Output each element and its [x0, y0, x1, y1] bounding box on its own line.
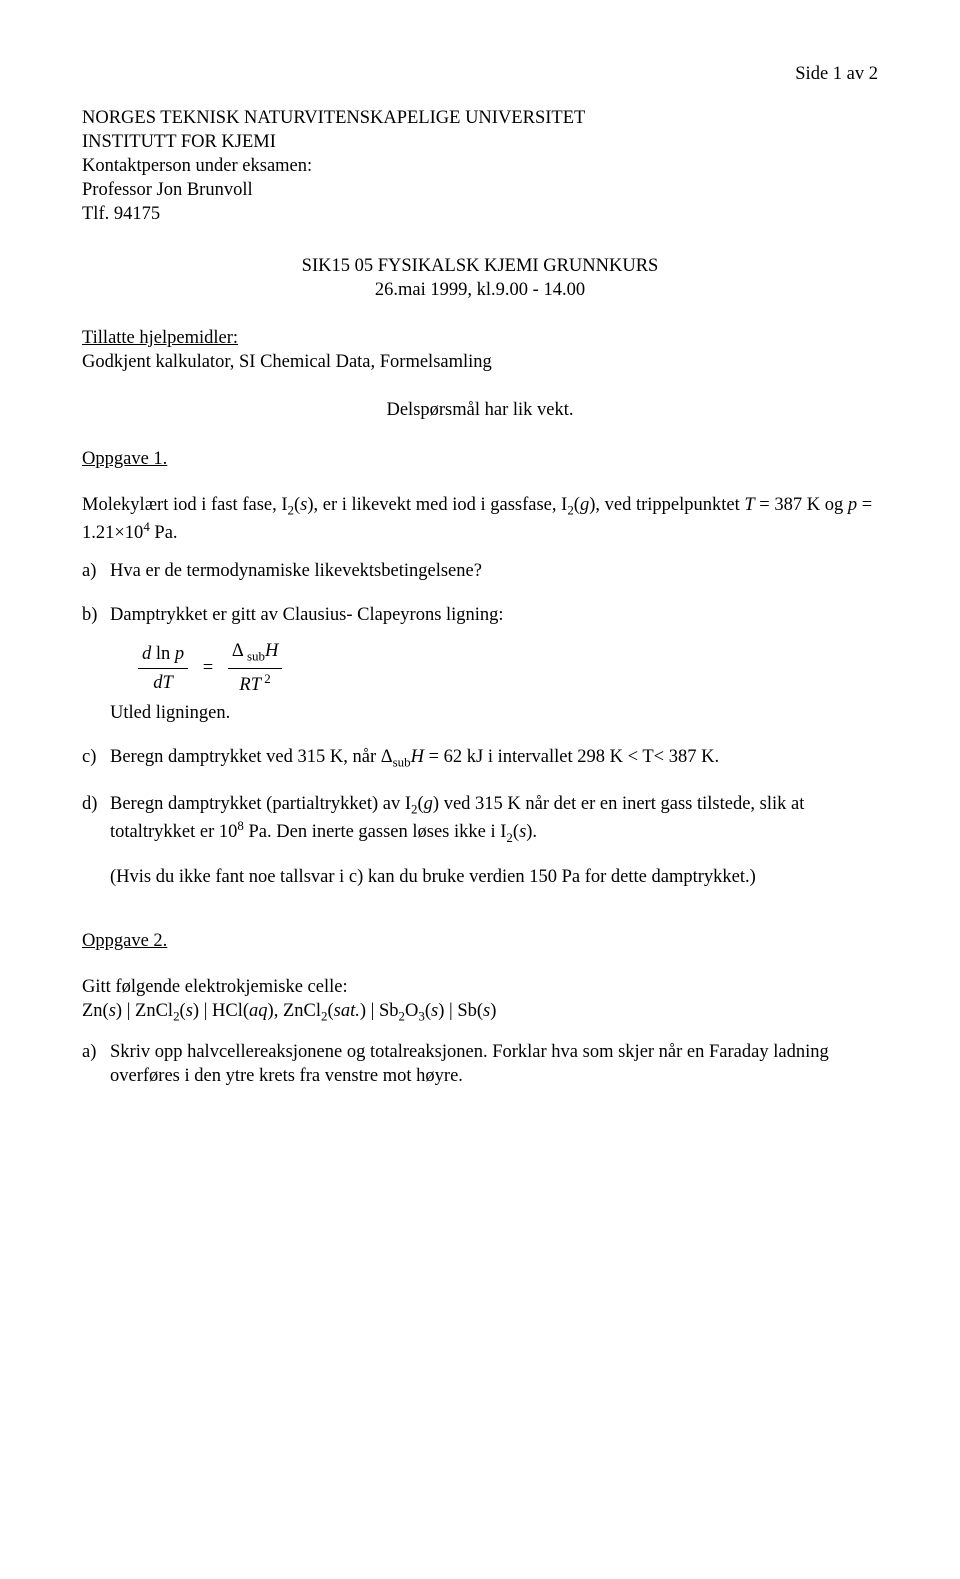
- eq-lhs-den: dT: [138, 669, 188, 695]
- item-body-a: Hva er de termodynamiske likevektsbeting…: [110, 559, 878, 583]
- eq-lhs-num: d ln p: [138, 642, 188, 669]
- phone-line: Tlf. 94175: [82, 202, 878, 226]
- oppgave1-item-a: a) Hva er de termodynamiske likevektsbet…: [82, 559, 878, 583]
- clausius-clapeyron-eq: d ln p dT = Δ subH RT 2: [134, 639, 878, 697]
- aids-block: Tillatte hjelpemidler: Godkjent kalkulat…: [82, 326, 878, 374]
- oppgave1-item-d: d) Beregn damptrykket (partialtrykket) a…: [82, 792, 878, 889]
- oppgave1-item-c: c) Beregn damptrykket ved 315 K, når Δsu…: [82, 745, 878, 772]
- item-body-2a: Skriv opp halvcellereaksjonene og totalr…: [110, 1040, 878, 1088]
- institute-line: INSTITUTT FOR KJEMI: [82, 130, 878, 154]
- oppgave1-heading: Oppgave 1.: [82, 447, 878, 471]
- item-label-a: a): [82, 559, 110, 583]
- item-label-2a: a): [82, 1040, 110, 1088]
- eq-lhs-frac: d ln p dT: [138, 642, 188, 695]
- weight-note: Delspørsmål har lik vekt.: [82, 398, 878, 422]
- item-body-d: Beregn damptrykket (partialtrykket) av I…: [110, 792, 878, 889]
- item-body-b: Damptrykket er gitt av Clausius- Clapeyr…: [110, 603, 878, 725]
- oppgave2-heading: Oppgave 2.: [82, 929, 878, 953]
- item-label-c: c): [82, 745, 110, 772]
- course-date: 26.mai 1999, kl.9.00 - 14.00: [82, 278, 878, 302]
- university-line: NORGES TEKNISK NATURVITENSKAPELIGE UNIVE…: [82, 106, 878, 130]
- oppgave1-b-text: Damptrykket er gitt av Clausius- Clapeyr…: [110, 603, 878, 627]
- oppgave1-b-utled: Utled ligningen.: [110, 701, 878, 725]
- oppgave1-item-b: b) Damptrykket er gitt av Clausius- Clap…: [82, 603, 878, 725]
- course-title-block: SIK15 05 FYSIKALSK KJEMI GRUNNKURS 26.ma…: [82, 254, 878, 302]
- eq-rhs-num: Δ subH: [228, 639, 283, 669]
- eq-rhs-frac: Δ subH RT 2: [228, 639, 283, 697]
- eq-rhs-den: RT 2: [228, 669, 283, 697]
- oppgave1-d-text: Beregn damptrykket (partialtrykket) av I…: [110, 792, 878, 847]
- oppgave-1: Oppgave 1. Molekylært iod i fast fase, I…: [82, 447, 878, 889]
- item-label-b: b): [82, 603, 110, 725]
- oppgave-2: Oppgave 2. Gitt følgende elektrokjemiske…: [82, 929, 878, 1088]
- professor-line: Professor Jon Brunvoll: [82, 178, 878, 202]
- oppgave1-d-note: (Hvis du ikke fant noe tallsvar i c) kan…: [110, 865, 878, 889]
- aids-label: Tillatte hjelpemidler:: [82, 326, 878, 350]
- contact-label: Kontaktperson under eksamen:: [82, 154, 878, 178]
- item-label-d: d): [82, 792, 110, 889]
- page-number: Side 1 av 2: [82, 62, 878, 86]
- aids-text: Godkjent kalkulator, SI Chemical Data, F…: [82, 350, 878, 374]
- oppgave2-cell: Zn(s) | ZnCl2(s) | HCl(aq), ZnCl2(sat.) …: [82, 999, 878, 1026]
- oppgave1-intro: Molekylært iod i fast fase, I2(s), er i …: [82, 493, 878, 546]
- course-title: SIK15 05 FYSIKALSK KJEMI GRUNNKURS: [82, 254, 878, 278]
- page-root: Side 1 av 2 NORGES TEKNISK NATURVITENSKA…: [0, 0, 960, 1579]
- item-body-c: Beregn damptrykket ved 315 K, når ΔsubH …: [110, 745, 878, 772]
- oppgave2-item-a: a) Skriv opp halvcellereaksjonene og tot…: [82, 1040, 878, 1088]
- document-header: NORGES TEKNISK NATURVITENSKAPELIGE UNIVE…: [82, 106, 878, 226]
- oppgave2-intro: Gitt følgende elektrokjemiske celle:: [82, 975, 878, 999]
- eq-equals: =: [197, 656, 219, 680]
